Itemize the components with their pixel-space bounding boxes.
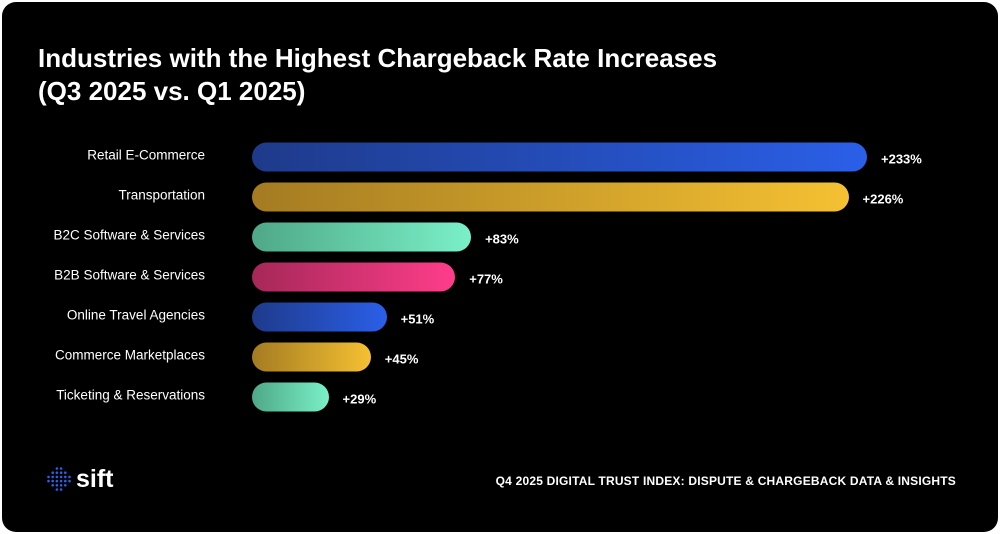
bar [252, 142, 867, 172]
title-line-1: Industries with the Highest Chargeback R… [38, 43, 718, 73]
title-line-2: (Q3 2025 vs. Q1 2025) [38, 76, 306, 106]
data-label: +29% [342, 391, 377, 407]
category-label: Transportation [118, 187, 205, 203]
sift-logo: sift [46, 466, 114, 492]
category-label: B2B Software & Services [54, 267, 205, 283]
category-label: Online Travel Agencies [66, 307, 205, 323]
bar [252, 262, 456, 292]
footer-caption: Q4 2025 DIGITAL TRUST INDEX: DISPUTE & C… [495, 474, 956, 488]
bar [252, 302, 387, 332]
data-label: +77% [469, 271, 503, 287]
bar [252, 182, 849, 212]
bar [252, 382, 329, 412]
data-label: +83% [485, 231, 519, 247]
logo-text: sift [76, 464, 114, 493]
sift-dots-icon [47, 467, 71, 491]
data-label: +233% [881, 151, 922, 167]
data-label: +45% [384, 351, 419, 367]
bar [252, 342, 371, 372]
category-label: B2C Software & Services [53, 227, 205, 243]
data-label: +226% [862, 191, 904, 207]
category-label: Commerce Marketplaces [54, 347, 205, 363]
bar [252, 222, 472, 252]
category-label: Ticketing & Reservations [56, 387, 205, 403]
category-label: Retail E-Commerce [87, 147, 205, 163]
chart-title: Industries with the Highest Chargeback R… [38, 42, 717, 108]
data-label: +51% [400, 311, 435, 327]
